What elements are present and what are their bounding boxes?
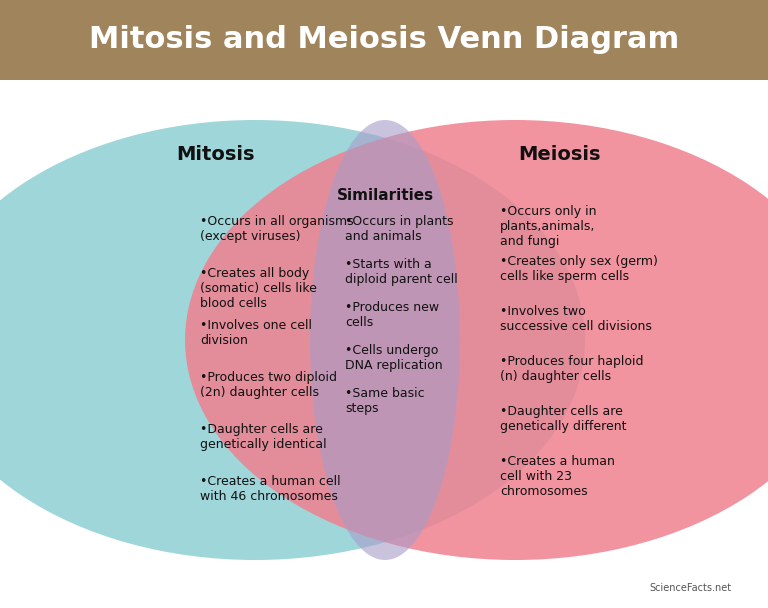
FancyBboxPatch shape	[0, 0, 768, 80]
Text: Mitosis and Meiosis Venn Diagram: Mitosis and Meiosis Venn Diagram	[89, 26, 679, 55]
Ellipse shape	[310, 120, 460, 560]
Text: •Daughter cells are
genetically different: •Daughter cells are genetically differen…	[500, 405, 627, 433]
Text: •Daughter cells are
genetically identical: •Daughter cells are genetically identica…	[200, 423, 326, 451]
Text: •Creates a human cell
with 46 chromosomes: •Creates a human cell with 46 chromosome…	[200, 475, 341, 503]
Text: Meiosis: Meiosis	[518, 145, 601, 165]
Text: •Creates only sex (germ)
cells like sperm cells: •Creates only sex (germ) cells like sper…	[500, 255, 658, 283]
Text: •Occurs only in
plants,animals,
and fungi: •Occurs only in plants,animals, and fung…	[500, 205, 597, 248]
Text: Similarities: Similarities	[336, 187, 434, 202]
Text: •Produces new
cells: •Produces new cells	[345, 301, 439, 329]
Text: •Produces four haploid
(n) daughter cells: •Produces four haploid (n) daughter cell…	[500, 355, 644, 383]
Text: •Same basic
steps: •Same basic steps	[345, 387, 425, 415]
Ellipse shape	[0, 120, 585, 560]
Text: •Produces two diploid
(2n) daughter cells: •Produces two diploid (2n) daughter cell…	[200, 371, 337, 399]
Text: ScienceFacts.net: ScienceFacts.net	[649, 583, 731, 593]
Text: •Involves one cell
division: •Involves one cell division	[200, 319, 312, 347]
Text: •Starts with a
diploid parent cell: •Starts with a diploid parent cell	[345, 258, 458, 286]
Text: •Creates a human
cell with 23
chromosomes: •Creates a human cell with 23 chromosome…	[500, 455, 615, 498]
Text: Mitosis and Meiosis Venn Diagram: Mitosis and Meiosis Venn Diagram	[89, 26, 679, 55]
Text: •Occurs in plants
and animals: •Occurs in plants and animals	[345, 215, 453, 243]
Text: •Occurs in all organisms
(except viruses): •Occurs in all organisms (except viruses…	[200, 215, 353, 243]
Text: •Involves two
successive cell divisions: •Involves two successive cell divisions	[500, 305, 652, 333]
Text: Mitosis: Mitosis	[176, 145, 254, 165]
Text: •Creates all body
(somatic) cells like
blood cells: •Creates all body (somatic) cells like b…	[200, 267, 317, 310]
Ellipse shape	[185, 120, 768, 560]
Text: •Cells undergo
DNA replication: •Cells undergo DNA replication	[345, 344, 442, 372]
